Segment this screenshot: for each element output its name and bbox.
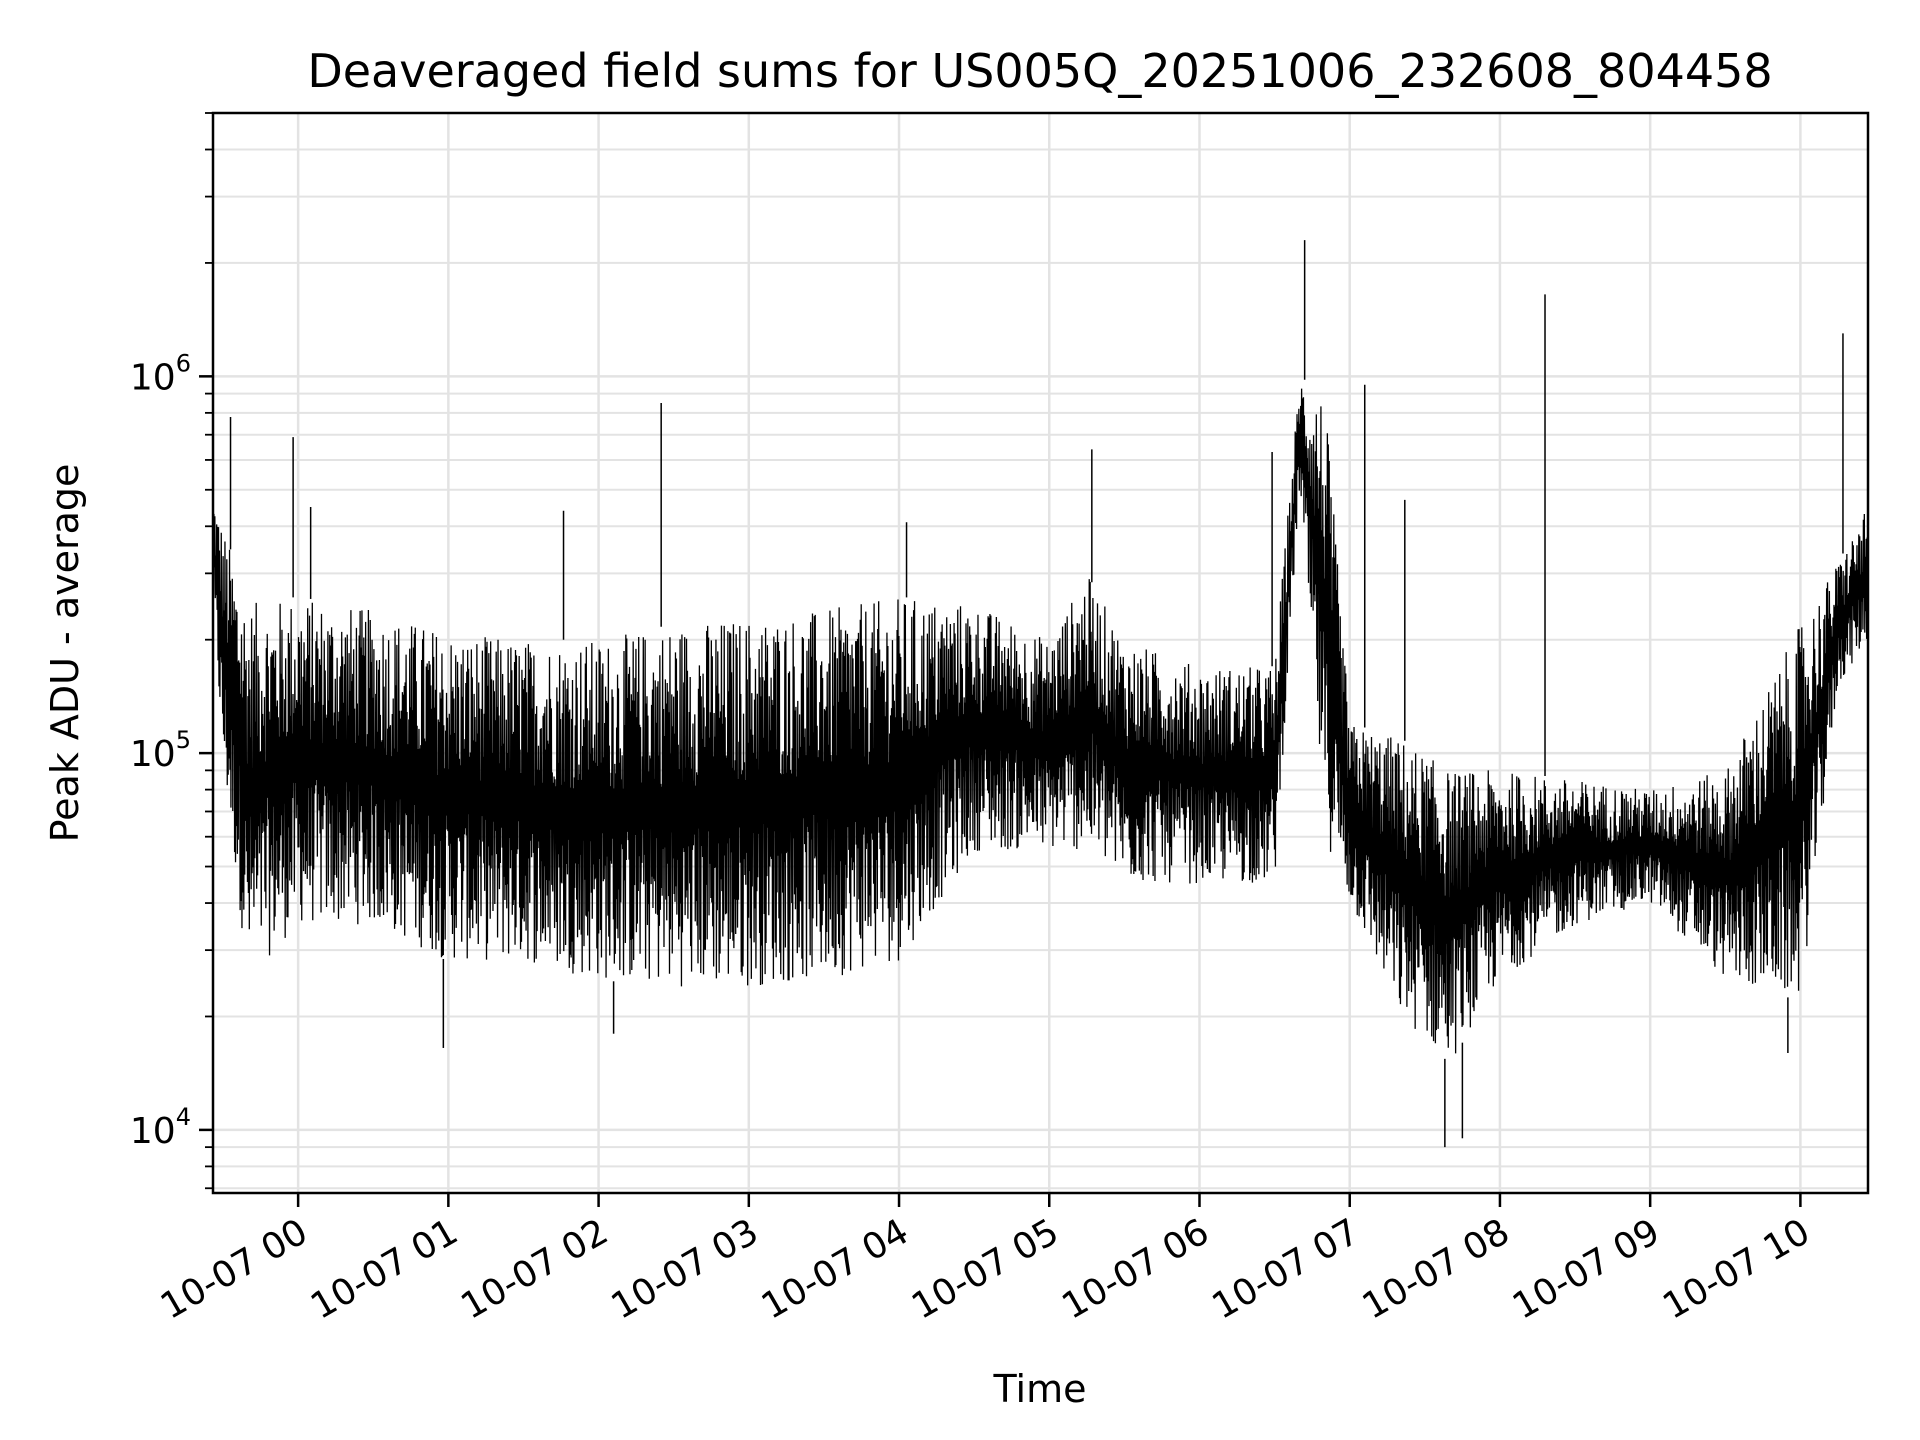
plot-frame [211, 111, 1870, 1195]
y-tick-label-base: 10 [130, 1111, 176, 1152]
series-group [212, 240, 1869, 1148]
series-line [212, 388, 1869, 1054]
y-tick-label-exponent: 4 [176, 1103, 191, 1131]
y-tick-label: 106 [130, 349, 191, 398]
x-axis-label: Time [993, 1367, 1087, 1411]
y-tick-label-exponent: 6 [176, 349, 191, 377]
y-axis-label: Peak ADU - average [43, 464, 87, 843]
y-tick-label-base: 10 [130, 357, 176, 398]
chart-title: Deaveraged field sums for US005Q_2025100… [307, 44, 1772, 98]
y-tick-label: 104 [130, 1103, 191, 1152]
y-tick-label-base: 10 [130, 734, 176, 775]
y-tick-label-exponent: 5 [176, 726, 191, 754]
y-tick-label: 105 [130, 726, 191, 775]
